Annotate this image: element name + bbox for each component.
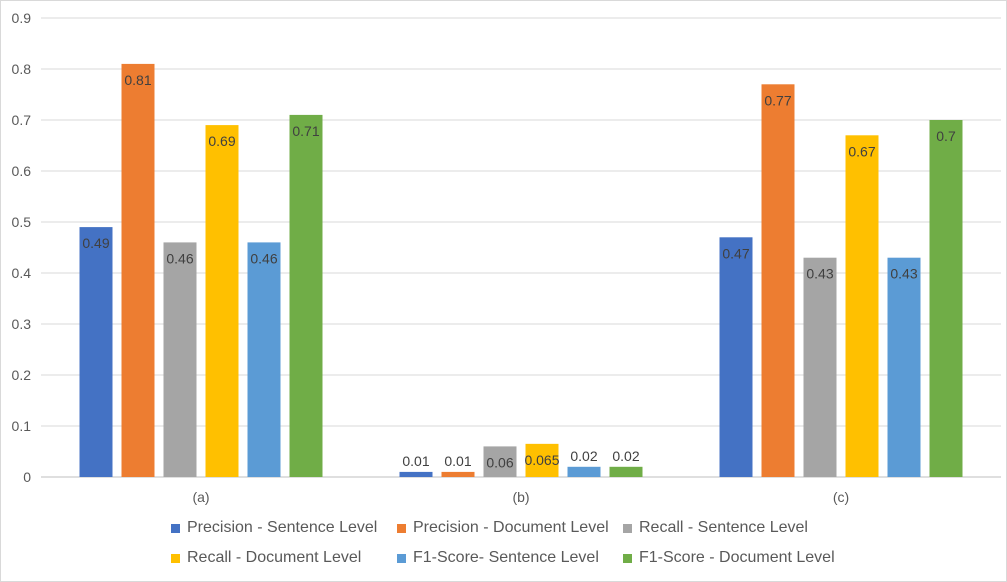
x-category-label: (a) xyxy=(192,489,209,505)
legend-label: F1-Score- Sentence Level xyxy=(413,549,599,566)
bar xyxy=(719,237,753,477)
bar xyxy=(399,471,433,477)
bar xyxy=(483,446,517,477)
data-label: 0.69 xyxy=(208,133,235,149)
data-label: 0.06 xyxy=(486,454,513,470)
y-tick-label: 0.6 xyxy=(12,163,32,179)
bar xyxy=(845,135,879,478)
bar xyxy=(609,466,643,477)
data-label: 0.49 xyxy=(82,235,109,251)
y-tick-label: 0.9 xyxy=(12,10,32,26)
x-category-label: (b) xyxy=(512,489,529,505)
y-tick-label: 0.3 xyxy=(12,316,32,332)
bar xyxy=(205,125,239,477)
data-label: 0.7 xyxy=(936,128,956,144)
legend-label: Recall - Sentence Level xyxy=(639,519,808,536)
legend-item-precision-document: Precision - Document Level xyxy=(397,519,609,537)
data-label: 0.46 xyxy=(166,250,193,266)
data-label: 0.81 xyxy=(124,72,151,88)
bar xyxy=(567,466,601,477)
legend-swatch xyxy=(397,523,406,533)
y-tick-label: 0 xyxy=(23,469,31,485)
data-label: 0.71 xyxy=(292,123,319,139)
legend-label: Precision - Document Level xyxy=(413,519,609,536)
bar xyxy=(803,257,837,477)
data-label: 0.02 xyxy=(570,448,597,464)
y-tick-label: 0.8 xyxy=(12,61,32,77)
y-tick-label: 0.7 xyxy=(12,112,32,128)
data-label: 0.065 xyxy=(524,452,559,468)
bar xyxy=(761,84,795,478)
bar xyxy=(441,471,475,477)
x-category-label: (c) xyxy=(833,489,849,505)
legend-item-f1-document: F1-Score - Document Level xyxy=(623,549,835,567)
bar xyxy=(247,242,281,477)
data-label: 0.43 xyxy=(890,266,917,282)
data-label: 0.01 xyxy=(402,453,429,469)
bar xyxy=(887,257,921,477)
data-label: 0.77 xyxy=(764,92,791,108)
legend-item-f1-sentence: F1-Score- Sentence Level xyxy=(397,549,599,567)
data-label: 0.46 xyxy=(250,250,277,266)
legend-swatch xyxy=(623,553,632,563)
y-tick-label: 0.2 xyxy=(12,367,32,383)
data-label: 0.67 xyxy=(848,143,875,159)
legend-swatch xyxy=(397,553,406,563)
legend-label: Recall - Document Level xyxy=(187,549,362,566)
bar xyxy=(929,120,963,477)
y-tick-label: 0.5 xyxy=(12,214,32,230)
legend-swatch xyxy=(171,553,180,563)
bar xyxy=(163,242,197,477)
legend-item-precision-sentence: Precision - Sentence Level xyxy=(171,519,377,537)
data-label: 0.01 xyxy=(444,453,471,469)
data-label: 0.43 xyxy=(806,266,833,282)
bar xyxy=(121,63,155,478)
legend-item-recall-sentence: Recall - Sentence Level xyxy=(623,519,808,537)
y-tick-label: 0.4 xyxy=(12,265,32,281)
bar xyxy=(525,443,559,477)
bar xyxy=(289,114,323,478)
legend-label: F1-Score - Document Level xyxy=(639,549,835,566)
bar xyxy=(79,227,113,477)
bar-chart: 0 0.1 0.2 0.3 0.4 0.5 0.6 0.7 0.8 0.9 0.49 0.81 0.46… xyxy=(12,10,1001,505)
legend-item-recall-document: Recall - Document Level xyxy=(171,549,361,567)
legend-label: Precision - Sentence Level xyxy=(187,519,378,536)
legend-swatch xyxy=(171,523,180,533)
data-label: 0.02 xyxy=(612,448,639,464)
legend-swatch xyxy=(623,523,632,533)
data-label: 0.47 xyxy=(722,245,749,261)
y-tick-label: 0.1 xyxy=(12,418,32,434)
